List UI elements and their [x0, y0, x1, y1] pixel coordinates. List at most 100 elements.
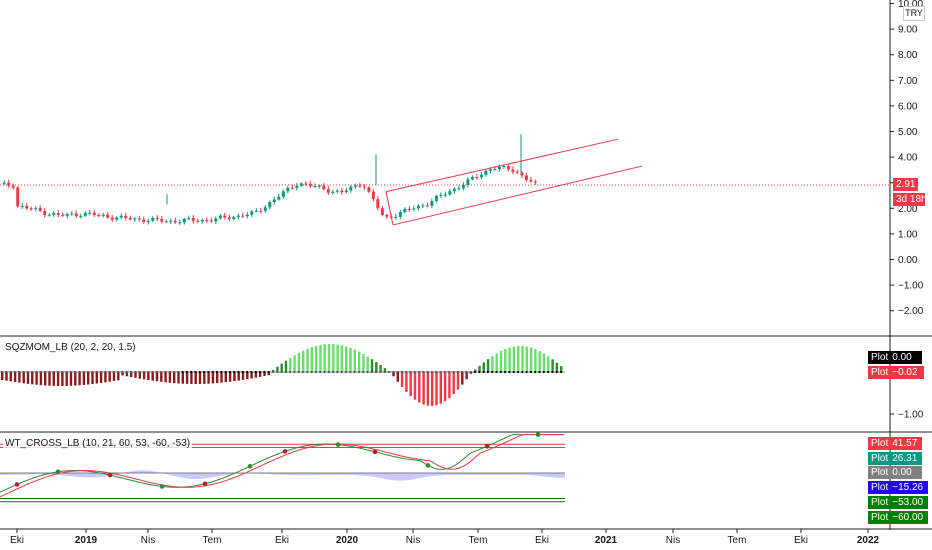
- sqz-dot: [362, 370, 365, 374]
- sqz-dot: [383, 370, 386, 374]
- sqz-bar: [52, 372, 55, 386]
- candle-body: [448, 191, 452, 195]
- wt-area: [0, 470, 565, 481]
- legend-label: Plot: [871, 352, 889, 363]
- sqz-dot: [486, 370, 489, 374]
- candle-body: [515, 171, 519, 173]
- sqz-bar: [125, 372, 129, 377]
- sqz-bar: [323, 344, 326, 372]
- wt-cross-dot: [425, 463, 431, 468]
- sqz-bar: [228, 372, 232, 382]
- candle-body: [101, 214, 105, 216]
- sqz-dot: [387, 370, 391, 374]
- candle-body: [254, 210, 258, 212]
- sqz-dot: [439, 370, 442, 374]
- sqz-dot: [534, 370, 537, 374]
- price-tick-label: 0.00: [898, 255, 918, 266]
- candle-body: [128, 218, 132, 220]
- candle-body: [457, 188, 461, 190]
- last-price-value: 2.91: [896, 179, 916, 190]
- candle-body: [218, 215, 222, 219]
- sqz-bar: [35, 372, 38, 385]
- time-axis[interactable]: Eki 2019 Nis Tem Eki 2020 Nis Tem Eki 2021 Nis Tem E…: [10, 529, 880, 546]
- sqz-bar: [366, 356, 369, 372]
- candle-body: [470, 177, 474, 180]
- candle-body: [434, 195, 438, 202]
- sqz-bar: [504, 349, 507, 372]
- candle-body: [11, 185, 15, 188]
- sqz-bar: [370, 359, 374, 372]
- sqz-dot: [306, 370, 309, 374]
- candle-body: [196, 220, 200, 222]
- candle-body: [313, 186, 317, 188]
- sqz-bar: [362, 353, 365, 372]
- time-tick-label: Nis: [141, 535, 155, 546]
- sqz-dot: [426, 370, 429, 374]
- candle-body: [173, 220, 177, 223]
- sqz-bar: [5, 372, 8, 381]
- candle-body: [151, 217, 155, 221]
- wt-cross-dot: [535, 432, 541, 437]
- legend-value: −53.00: [892, 497, 924, 508]
- price-tick-label: 4.00: [898, 153, 918, 164]
- candle-body: [461, 185, 465, 189]
- time-tick-label: Eki: [10, 535, 24, 546]
- sqz-dot: [104, 370, 107, 374]
- sqzmom-title[interactable]: SQZMOM_LB (20, 2, 20, 1.5): [3, 342, 138, 353]
- sqz-bar: [474, 369, 477, 372]
- sqz-bar: [555, 362, 559, 372]
- wt-cross-dot: [247, 463, 253, 469]
- sqz-bar: [495, 353, 498, 372]
- wt-cross-dot: [107, 472, 113, 478]
- sqz-dot: [35, 370, 38, 374]
- sqz-dot: [344, 370, 348, 374]
- candle-body: [83, 212, 87, 216]
- sqz-dot: [473, 370, 477, 374]
- sqz-dot: [91, 370, 94, 374]
- sqz-dot: [280, 370, 283, 374]
- sqz-bar: [280, 363, 283, 372]
- sqz-bar: [345, 346, 348, 372]
- sqz-dot: [555, 370, 558, 374]
- legend-label: Plot: [871, 467, 889, 478]
- time-tick-label: Nis: [406, 535, 420, 546]
- sqz-bar: [237, 372, 240, 381]
- legend-label: Plot: [871, 512, 889, 523]
- candle-body: [38, 208, 42, 211]
- sqz-dot: [430, 370, 434, 374]
- wt-legend-5: Plot −60.00: [868, 511, 928, 524]
- trend-channel[interactable]: [385, 138, 643, 226]
- sqz-bar: [517, 346, 520, 372]
- sqz-dot: [134, 370, 137, 374]
- candle-body: [398, 212, 402, 217]
- sqz-dot: [224, 370, 227, 374]
- candle-body: [529, 179, 533, 182]
- sqz-bar: [409, 372, 412, 397]
- sqz-bar: [173, 372, 176, 384]
- sqz-dot: [478, 370, 481, 374]
- sqz-bar: [224, 372, 227, 383]
- candle-body: [412, 208, 416, 210]
- candle-body: [272, 199, 276, 203]
- sqz-bar: [521, 346, 524, 372]
- wt-legend-0: Plot 41.57: [868, 437, 922, 450]
- sqz-dot: [215, 370, 219, 374]
- candle-body: [524, 175, 528, 180]
- sqz-bar: [284, 360, 288, 372]
- wt-cross-dot: [14, 482, 20, 487]
- sqz-dot: [370, 370, 373, 374]
- sqz-bar: [375, 362, 378, 372]
- wtcross-title[interactable]: WT_CROSS_LB (10, 21, 60, 53, -60, -53): [3, 438, 193, 449]
- time-tick-label: Tem: [728, 535, 747, 546]
- candle-body: [380, 208, 384, 215]
- candle-body: [263, 207, 267, 211]
- sqz-dot: [108, 370, 111, 374]
- sqz-bar: [177, 372, 180, 384]
- sqz-dot: [69, 370, 72, 374]
- candle-body: [430, 201, 434, 206]
- sqz-bar: [121, 372, 124, 376]
- sqz-dot: [95, 370, 98, 374]
- countdown-value: 3d 18h: [896, 194, 927, 205]
- candle-body: [407, 208, 411, 210]
